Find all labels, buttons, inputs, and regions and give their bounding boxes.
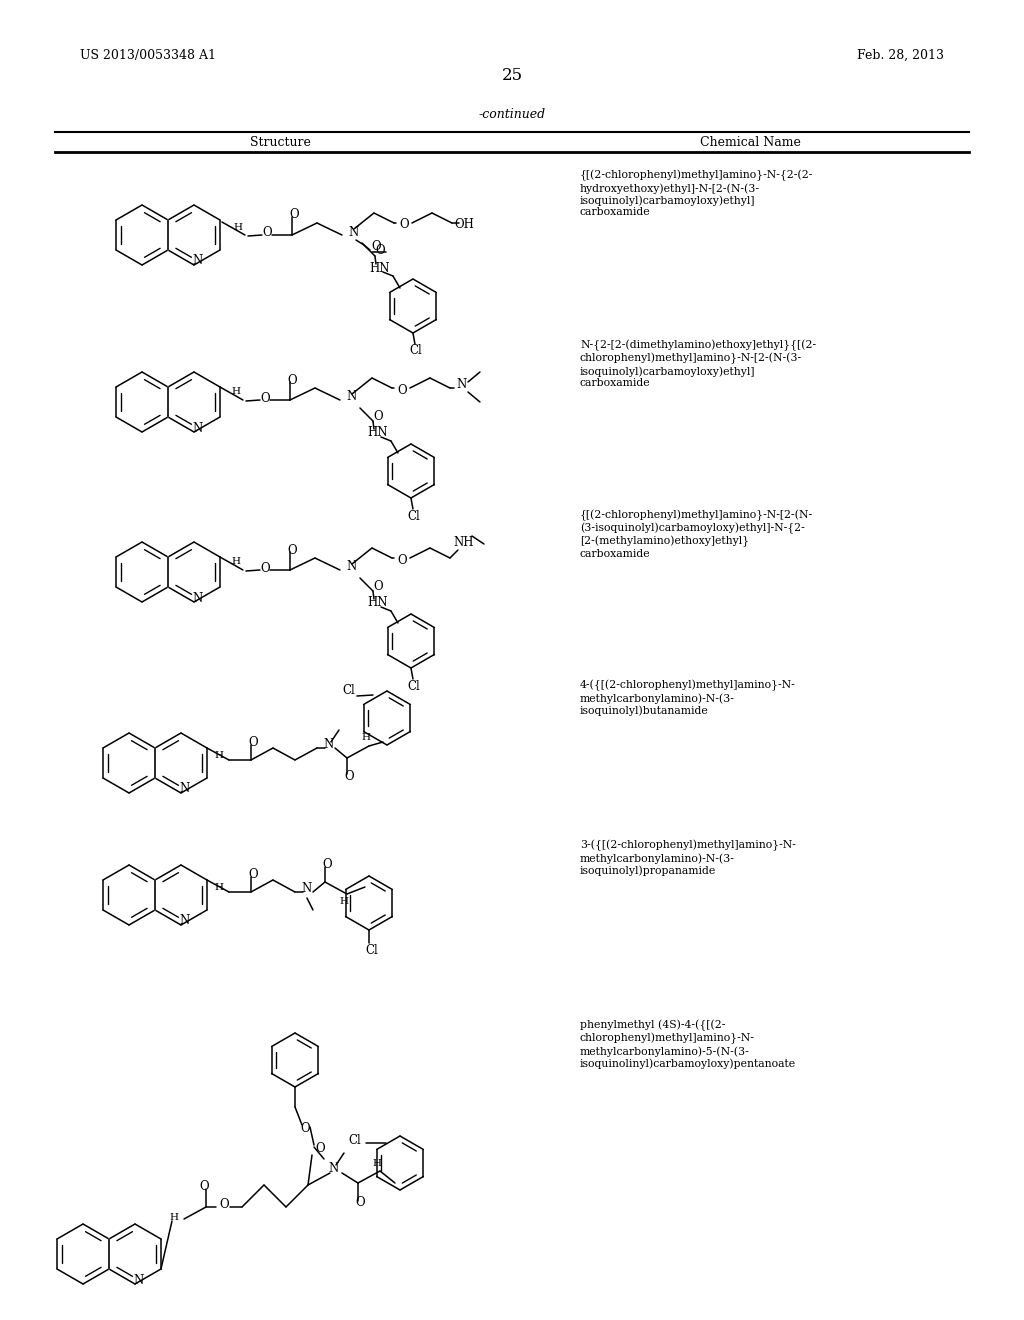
Text: N: N <box>180 915 190 928</box>
Text: Cl: Cl <box>408 510 420 523</box>
Text: H: H <box>170 1213 178 1221</box>
Text: O: O <box>373 409 383 422</box>
Text: N: N <box>347 561 357 573</box>
Text: H: H <box>231 388 241 396</box>
Text: O: O <box>371 240 381 253</box>
Text: phenylmethyl (4S)-4-({[(2-
chlorophenyl)methyl]amino}-N-
methylcarbonylamino)-5-: phenylmethyl (4S)-4-({[(2- chlorophenyl)… <box>580 1020 796 1069</box>
Text: N-{2-[2-(dimethylamino)ethoxy]ethyl}{[(2-
chlorophenyl)methyl]amino}-N-[2-(N-(3-: N-{2-[2-(dimethylamino)ethoxy]ethyl}{[(2… <box>580 341 816 388</box>
Text: N: N <box>302 883 312 895</box>
Text: N: N <box>329 1163 339 1176</box>
Text: Cl: Cl <box>408 680 420 693</box>
Text: N: N <box>324 738 334 751</box>
Text: O: O <box>315 1143 325 1155</box>
Text: O: O <box>300 1122 310 1134</box>
Text: {[(2-chlorophenyl)methyl]amino}-N-[2-(N-
(3-isoquinolyl)carbamoyloxy)ethyl]-N-{2: {[(2-chlorophenyl)methyl]amino}-N-[2-(N-… <box>580 510 813 560</box>
Text: Cl: Cl <box>348 1134 361 1147</box>
Text: Structure: Structure <box>250 136 310 149</box>
Text: {[(2-chlorophenyl)methyl]amino}-N-{2-(2-
hydroxyethoxy)ethyl]-N-[2-(N-(3-
isoqui: {[(2-chlorophenyl)methyl]amino}-N-{2-(2-… <box>580 170 813 218</box>
Text: O: O <box>219 1197 228 1210</box>
Text: O: O <box>260 392 269 404</box>
Text: US 2013/0053348 A1: US 2013/0053348 A1 <box>80 49 216 62</box>
Text: H: H <box>233 223 243 231</box>
Text: 3-({[(2-chlorophenyl)methyl]amino}-N-
methylcarbonylamino)-N-(3-
isoquinolyl)pro: 3-({[(2-chlorophenyl)methyl]amino}-N- me… <box>580 840 796 876</box>
Text: NH: NH <box>454 536 474 549</box>
Text: O: O <box>355 1196 365 1209</box>
Text: O: O <box>287 544 297 557</box>
Text: O: O <box>375 244 385 257</box>
Text: O: O <box>323 858 332 871</box>
Text: H: H <box>214 751 223 759</box>
Text: HN: HN <box>368 597 388 610</box>
Text: O: O <box>248 869 258 882</box>
Text: Chemical Name: Chemical Name <box>699 136 801 149</box>
Text: O: O <box>397 553 407 566</box>
Text: O: O <box>344 770 353 783</box>
Text: OH: OH <box>454 219 474 231</box>
Text: 25: 25 <box>502 66 522 83</box>
Text: N: N <box>457 379 467 392</box>
Text: Cl: Cl <box>410 345 422 358</box>
Text: N: N <box>349 226 359 239</box>
Text: O: O <box>289 209 299 222</box>
Text: O: O <box>260 561 269 574</box>
Text: H: H <box>373 1159 382 1167</box>
Text: O: O <box>200 1180 209 1193</box>
Text: 4-({[(2-chlorophenyl)methyl]amino}-N-
methylcarbonylamino)-N-(3-
isoquinolyl)but: 4-({[(2-chlorophenyl)methyl]amino}-N- me… <box>580 680 796 715</box>
Text: N: N <box>180 783 190 796</box>
Text: O: O <box>287 374 297 387</box>
Text: O: O <box>262 227 271 239</box>
Text: N: N <box>193 255 203 268</box>
Text: H: H <box>231 557 241 566</box>
Text: Cl: Cl <box>366 945 378 957</box>
Text: N: N <box>193 591 203 605</box>
Text: HN: HN <box>368 426 388 440</box>
Text: N: N <box>193 421 203 434</box>
Text: Feb. 28, 2013: Feb. 28, 2013 <box>857 49 944 62</box>
Text: O: O <box>399 219 409 231</box>
Text: O: O <box>397 384 407 396</box>
Text: H: H <box>340 896 348 906</box>
Text: HN: HN <box>370 261 390 275</box>
Text: H: H <box>361 734 371 742</box>
Text: -continued: -continued <box>478 108 546 121</box>
Text: O: O <box>373 579 383 593</box>
Text: N: N <box>347 391 357 404</box>
Text: Cl: Cl <box>343 684 355 697</box>
Text: H: H <box>214 883 223 891</box>
Text: O: O <box>248 737 258 750</box>
Text: N: N <box>134 1274 144 1287</box>
